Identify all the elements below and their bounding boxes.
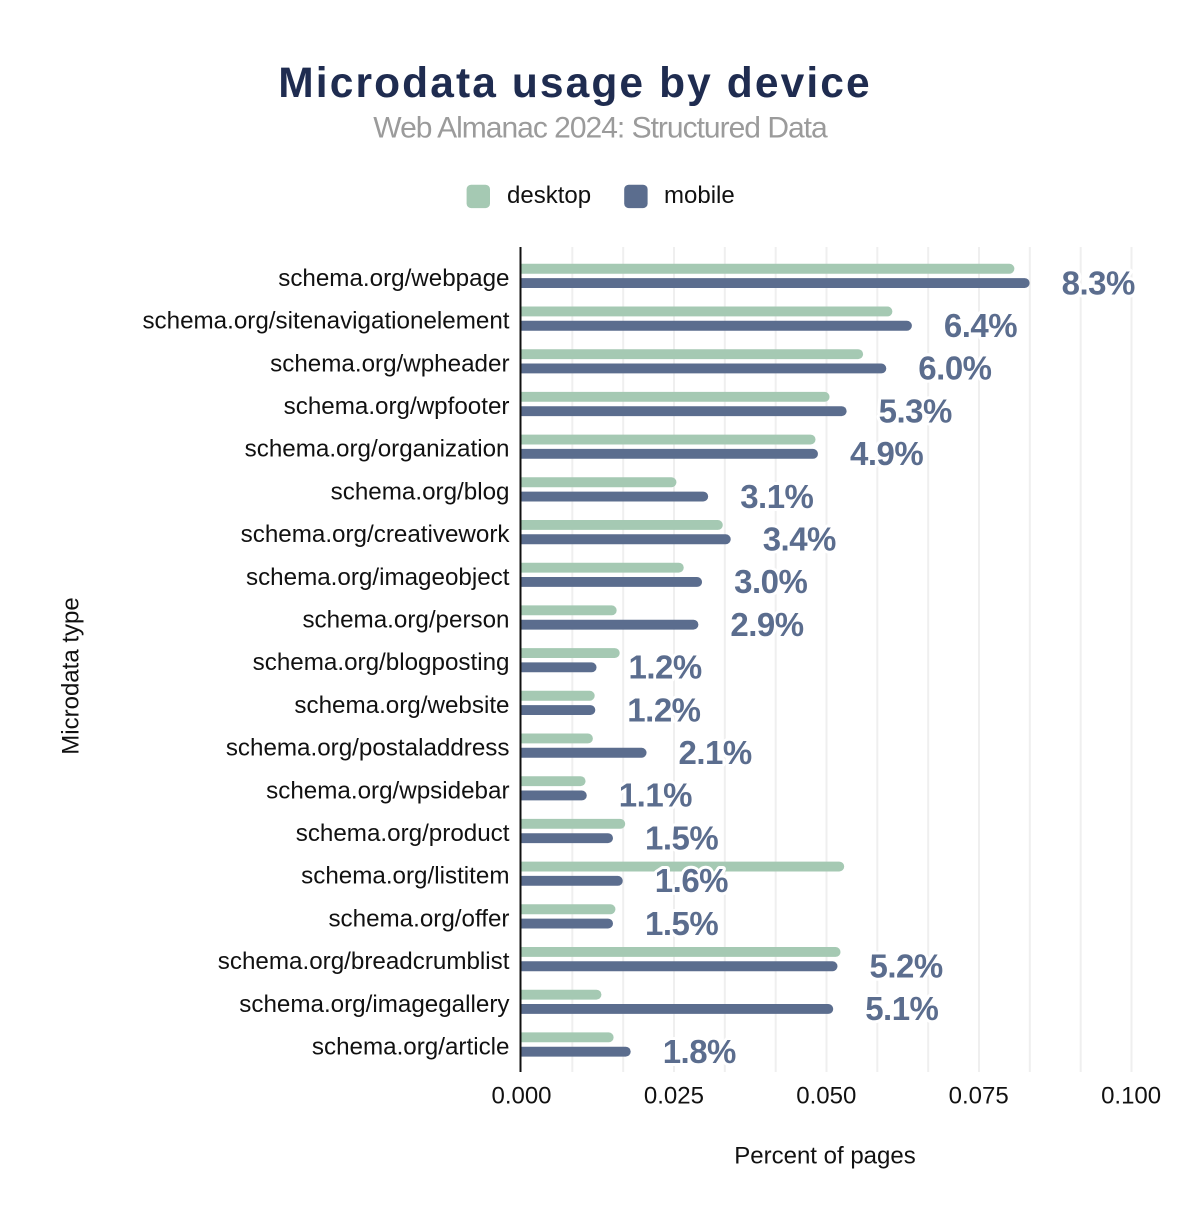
svg-text:1.5%: 1.5%: [645, 905, 718, 942]
svg-text:1.1%: 1.1%: [619, 777, 692, 814]
svg-text:5.3%: 5.3%: [879, 392, 952, 429]
svg-text:schema.org/sitenavigationeleme: schema.org/sitenavigationelement: [142, 308, 509, 335]
svg-text:schema.org/webpage: schema.org/webpage: [278, 265, 509, 292]
svg-text:Web Almanac 2024: Structured D: Web Almanac 2024: Structured Data: [373, 112, 828, 145]
svg-text:1.8%: 1.8%: [663, 1033, 736, 1070]
svg-text:schema.org/creativework: schema.org/creativework: [241, 521, 511, 548]
svg-text:schema.org/listitem: schema.org/listitem: [301, 863, 509, 890]
svg-text:0.050: 0.050: [796, 1082, 856, 1109]
svg-text:schema.org/wpheader: schema.org/wpheader: [270, 350, 509, 377]
svg-text:Percent of pages: Percent of pages: [734, 1143, 915, 1170]
svg-text:Microdata usage by device: Microdata usage by device: [278, 60, 871, 107]
svg-text:3.4%: 3.4%: [763, 521, 836, 558]
svg-text:2.9%: 2.9%: [730, 606, 803, 643]
svg-text:5.2%: 5.2%: [870, 948, 943, 985]
svg-text:schema.org/blog: schema.org/blog: [331, 478, 510, 505]
svg-text:desktop: desktop: [507, 182, 591, 209]
svg-text:Microdata type: Microdata type: [57, 597, 84, 754]
svg-text:schema.org/wpfooter: schema.org/wpfooter: [284, 393, 510, 420]
svg-text:4.9%: 4.9%: [850, 435, 923, 472]
svg-text:0.000: 0.000: [491, 1082, 551, 1109]
svg-text:schema.org/organization: schema.org/organization: [245, 436, 510, 463]
svg-text:6.0%: 6.0%: [918, 350, 991, 387]
svg-text:schema.org/article: schema.org/article: [312, 1034, 510, 1061]
svg-text:1.2%: 1.2%: [627, 691, 700, 728]
svg-text:schema.org/wpsidebar: schema.org/wpsidebar: [266, 777, 509, 804]
svg-text:5.1%: 5.1%: [865, 990, 938, 1027]
svg-text:schema.org/product: schema.org/product: [296, 820, 510, 847]
svg-text:schema.org/imageobject: schema.org/imageobject: [246, 564, 510, 591]
svg-text:6.4%: 6.4%: [944, 307, 1017, 344]
svg-text:1.5%: 1.5%: [645, 819, 718, 856]
svg-text:mobile: mobile: [664, 182, 735, 209]
svg-text:3.0%: 3.0%: [734, 563, 807, 600]
svg-text:3.1%: 3.1%: [740, 478, 813, 515]
svg-text:schema.org/website: schema.org/website: [294, 692, 509, 719]
svg-text:schema.org/postaladdress: schema.org/postaladdress: [226, 735, 510, 762]
svg-text:8.3%: 8.3%: [1062, 264, 1135, 301]
svg-text:0.100: 0.100: [1101, 1082, 1161, 1109]
svg-text:schema.org/blogposting: schema.org/blogposting: [253, 649, 510, 676]
svg-text:2.1%: 2.1%: [679, 734, 752, 771]
svg-text:schema.org/breadcrumblist: schema.org/breadcrumblist: [218, 948, 510, 975]
svg-text:0.075: 0.075: [949, 1082, 1009, 1109]
svg-text:1.6%: 1.6%: [655, 862, 728, 899]
svg-text:schema.org/offer: schema.org/offer: [328, 905, 509, 932]
svg-text:1.2%: 1.2%: [629, 649, 702, 686]
svg-text:schema.org/imagegallery: schema.org/imagegallery: [239, 991, 510, 1018]
svg-text:0.025: 0.025: [644, 1082, 704, 1109]
svg-text:schema.org/person: schema.org/person: [302, 607, 509, 634]
